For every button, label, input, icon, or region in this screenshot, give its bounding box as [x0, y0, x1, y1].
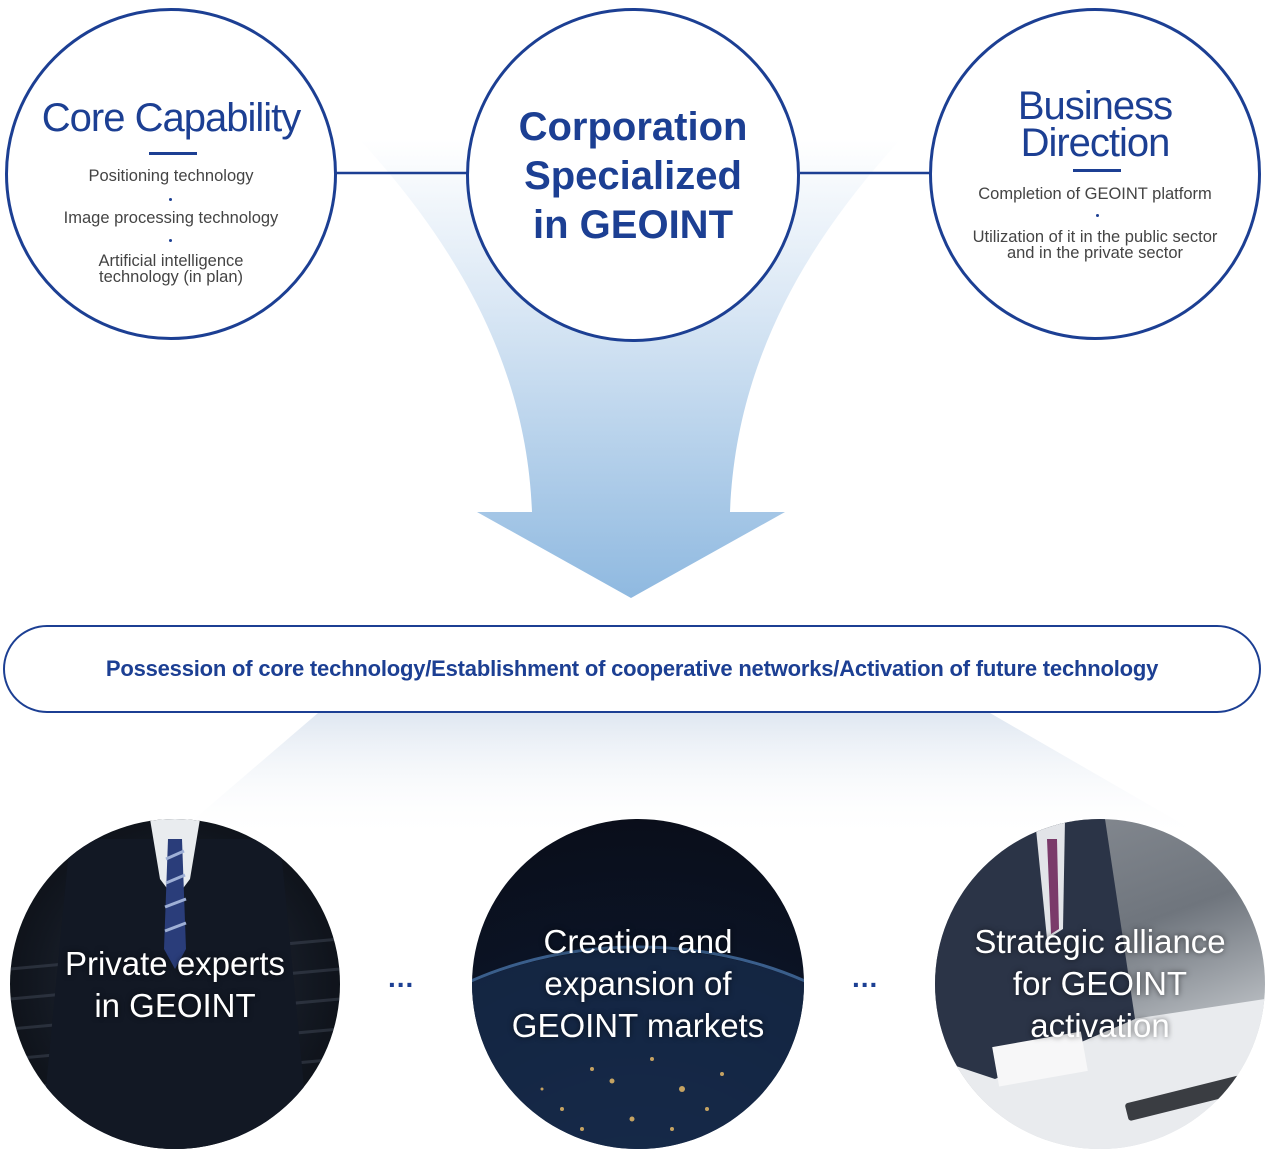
outcome-private-experts: Private experts in GEOINT — [10, 819, 340, 1149]
outcome-3-line2: for GEOINT — [1012, 965, 1188, 1002]
business-title-line1: Business — [1017, 84, 1173, 128]
center-title-line2: Specialized — [524, 154, 742, 198]
businessman-photo — [10, 819, 340, 1149]
outcome-2-line3: GEOINT markets — [511, 1007, 765, 1044]
center-title-line1: Corporation — [518, 105, 748, 149]
office-meeting-photo — [935, 819, 1265, 1149]
outcome-3-line1: Strategic alliance — [974, 923, 1226, 960]
ellipsis-connector: ... — [852, 962, 879, 993]
core-item-positioning: Positioning technology — [88, 167, 254, 185]
strategy-banner: Possession of core technology/Establishm… — [3, 625, 1261, 713]
bullet-dot — [169, 198, 172, 201]
core-capability-circle: Core Capability Positioning technology I… — [5, 8, 337, 340]
outcome-3-line3: activation — [1030, 1007, 1170, 1044]
core-capability-title: Core Capability — [41, 96, 301, 140]
outcome-1-line2: in GEOINT — [94, 987, 256, 1024]
business-item-utilization-line1: Utilization of it in the public sector — [972, 228, 1218, 246]
bullet-dot — [169, 239, 172, 242]
lower-glow — [170, 713, 1210, 840]
business-title-line2: Direction — [1020, 121, 1171, 165]
core-item-ai-line1: Artificial intelligence — [98, 252, 244, 270]
outcome-1-line1: Private experts — [64, 945, 286, 982]
core-item-ai-line2: technology (in plan) — [98, 268, 243, 286]
title-underline — [149, 152, 197, 155]
business-direction-circle: Business Direction Completion of GEOINT … — [929, 8, 1261, 340]
outcome-markets: Creation and expansion of GEOINT markets — [472, 819, 804, 1149]
corporation-circle: Corporation Specialized in GEOINT — [466, 8, 800, 342]
ellipsis-connector: ... — [388, 962, 415, 993]
outcome-2-line1: Creation and — [543, 923, 733, 960]
core-item-image-processing: Image processing technology — [63, 209, 279, 227]
title-underline — [1073, 169, 1121, 172]
bullet-dot — [1096, 214, 1099, 217]
outcome-strategic-alliance: Strategic alliance for GEOINT activation — [935, 819, 1265, 1149]
strategy-banner-text: Possession of core technology/Establishm… — [105, 656, 1159, 681]
center-title-line3: in GEOINT — [533, 203, 733, 247]
business-item-utilization-line2: and in the private sector — [1006, 244, 1184, 262]
business-item-platform: Completion of GEOINT platform — [978, 185, 1212, 203]
outcome-2-line2: expansion of — [544, 965, 732, 1002]
